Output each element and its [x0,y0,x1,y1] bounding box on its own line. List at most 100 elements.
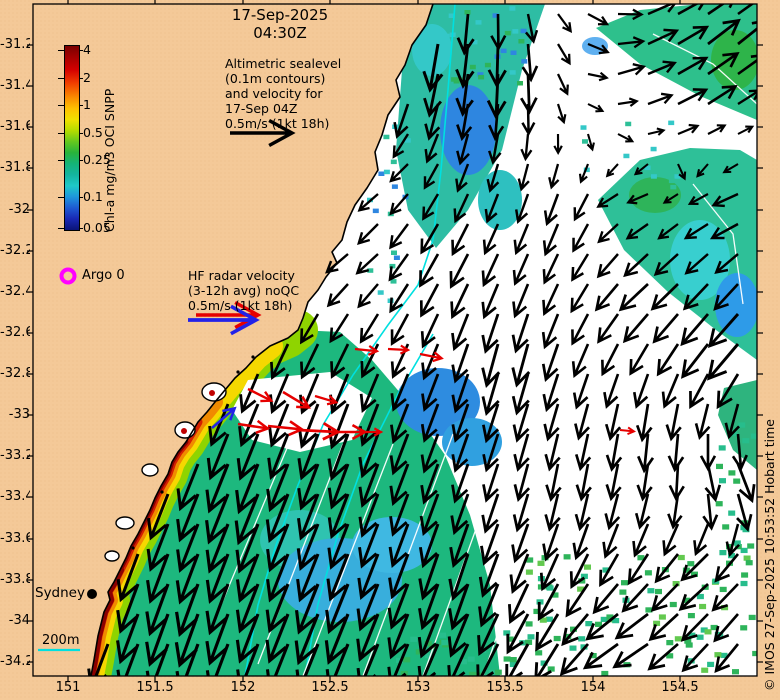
y-axis-tick-label: -31.6 [0,119,30,134]
chl-speckle [685,642,693,648]
chl-speckle [469,64,476,70]
hf-radar-legend-text: HF radar velocity (3-12h avg) noQC 0.5m/… [188,268,300,313]
x-axis-tick-label: 152.5 [311,680,349,695]
chl-speckle [553,635,561,642]
chl-speckle [577,586,585,592]
chl-speckle [468,671,476,676]
chl-speckle [509,661,517,668]
chl-speckle [625,121,632,127]
chl-speckle [691,571,698,577]
isobath-200m-label: 200m [42,633,80,648]
legend-graphics [38,118,296,652]
chl-speckle [584,564,591,570]
colorbar-tick-label: 2 [83,69,91,85]
chl-speckle [391,184,398,189]
chl-speckle [600,616,608,623]
chl-speckle [742,527,750,533]
colorbar-tick-mark [58,160,64,161]
chl-speckle [471,39,478,45]
chl-speckle [582,139,588,144]
chl-speckle [752,650,757,657]
chl-speckle [545,616,553,622]
colorbar-tick-mark [58,49,64,51]
sydney-city-dot [87,589,97,599]
chl-speckle [619,589,627,595]
chl-speckle [720,652,728,659]
chl-speckle [510,50,517,55]
chl-speckle [704,629,712,635]
chl-patch [478,170,522,230]
chl-speckle [546,585,554,591]
chl-speckle [518,39,525,44]
coastal-lake [104,550,120,562]
chl-speckle [716,463,723,470]
plot-frame [32,3,758,677]
chl-speckle [726,544,733,550]
chl-speckle [372,208,379,214]
chl-speckle [602,567,610,573]
land-area [33,4,433,676]
plot-title-time: 04:30Z [253,24,307,42]
chl-patch [396,368,480,436]
chl-speckle [668,120,675,126]
colorbar-tick-mark [58,104,64,106]
chl-patch [629,177,681,213]
chl-patch [715,273,757,337]
chl-speckle [383,169,390,175]
chl-speckle [475,20,482,25]
chl-speckle [684,638,692,644]
colorbar-tick-label: 0.5 [83,124,103,140]
chl-speckle [476,672,483,676]
chl-speckle [743,555,751,561]
chl-speckle [668,178,675,184]
chl-speckle [655,588,662,595]
chl-speckle [701,667,709,673]
chl-speckle [740,547,748,554]
chl-speckle [719,586,727,593]
chl-patch [412,24,452,76]
chl-speckle [410,636,418,642]
island-dot [131,546,135,550]
chl-speckle [512,29,519,34]
sydney-city-label: Sydney [35,585,85,601]
x-axis-tick-label: 151.5 [136,680,174,695]
island-dot [160,490,164,494]
chl-speckle [733,540,741,546]
chl-speckle [747,543,755,549]
lake-chl-dot [181,428,187,434]
colorbar-tick-mark [79,132,83,134]
chl-speckle [733,478,741,484]
colorbar [64,45,80,231]
chl-speckle [740,625,748,631]
colorbar-tick-mark [79,77,83,79]
chl-speckle [451,77,458,82]
chl-speckle [687,561,695,567]
chl-speckle [551,592,559,598]
chl-speckle [390,279,397,284]
chl-speckle [674,174,681,179]
chl-speckle [748,614,756,621]
chl-speckle [612,618,620,624]
altimetric-legend-text: Altimetric sealevel (0.1m contours) and … [225,56,342,131]
y-axis-tick-label: -33.8 [0,572,30,587]
chl-speckle [664,159,671,165]
chl-speckle [740,580,748,587]
chl-speckle [521,59,528,64]
chl-speckle [650,174,657,179]
chl-speckle [707,661,715,668]
chl-speckle [441,640,449,646]
chl-speckle [637,555,645,561]
hf-radar-vectors [211,344,637,441]
chl-speckle [503,656,511,662]
sealevel-contour-line [652,33,757,105]
chl-speckle [700,627,708,633]
x-axis-tick-label: 151 [55,680,81,695]
chl-speckle [439,632,446,638]
chl-speckle [527,634,535,640]
chl-speckle [672,581,680,587]
chl-speckle [652,169,659,174]
chl-speckle [415,649,423,655]
chl-speckle [391,250,397,255]
chl-speckle [517,81,523,86]
